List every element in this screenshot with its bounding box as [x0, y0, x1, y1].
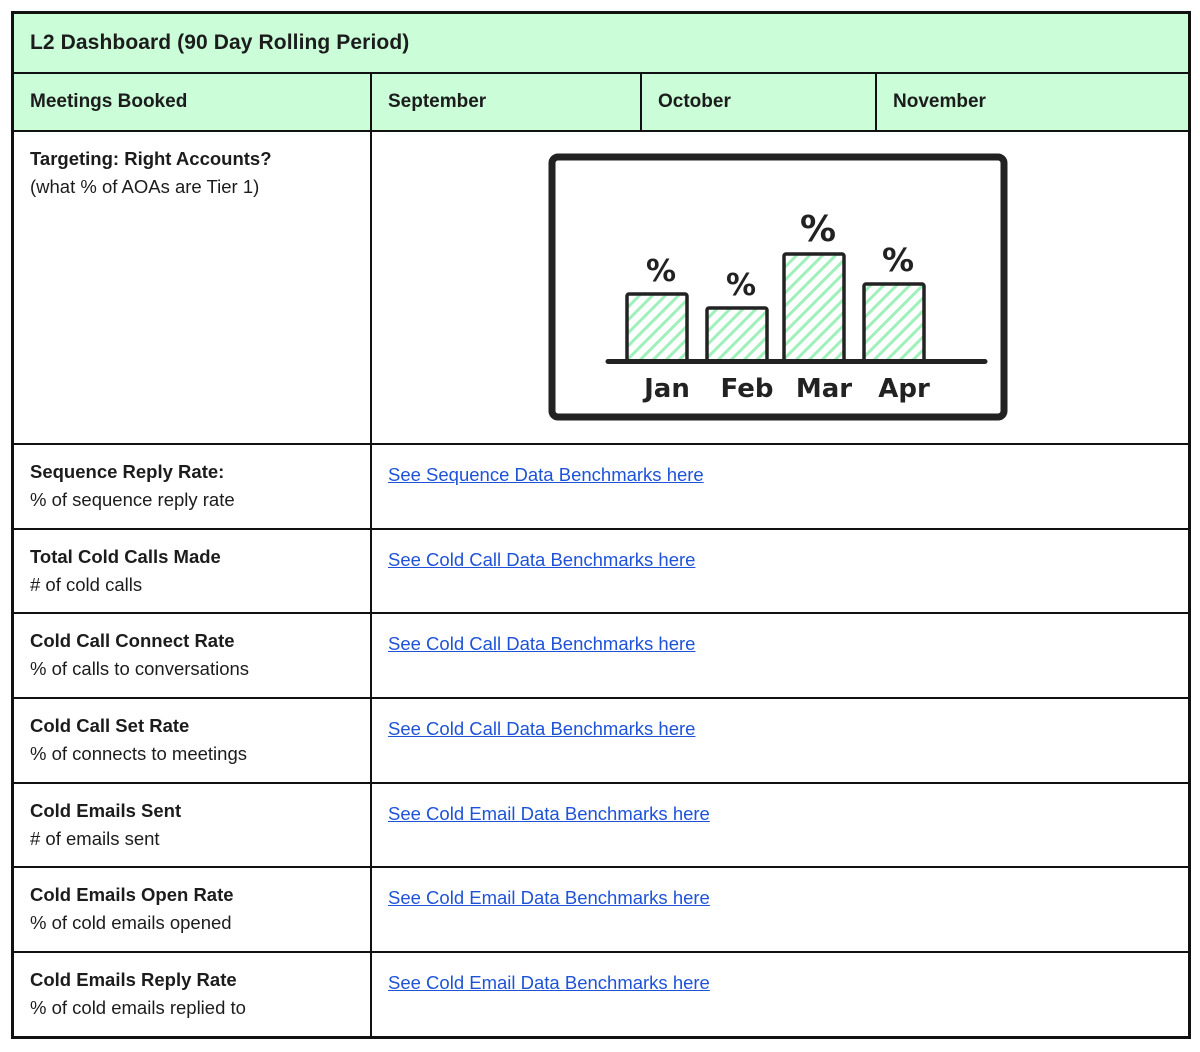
- header-month-september: September: [370, 72, 642, 132]
- chart-bars: %%%%: [625, 209, 926, 363]
- metric-description: % of cold emails replied to: [30, 997, 246, 1018]
- metric-description: % of cold emails opened: [30, 912, 232, 933]
- row-label-cell: Cold Emails Open Rate % of cold emails o…: [12, 866, 372, 953]
- benchmark-link[interactable]: See Cold Email Data Benchmarks here: [388, 887, 710, 908]
- bar-value-label: %: [646, 254, 676, 289]
- row-content-cell: See Sequence Data Benchmarks here: [369, 443, 1191, 530]
- row-content-cell: See Cold Call Data Benchmarks here: [369, 697, 1191, 784]
- table-row-targeting: Targeting: Right Accounts? (what % of AO…: [12, 130, 1191, 445]
- table-row: Cold Call Set Rate % of connects to meet…: [12, 697, 1191, 784]
- metric-description: # of cold calls: [30, 574, 143, 595]
- table-row: Cold Emails Open Rate % of cold emails o…: [12, 866, 1191, 953]
- row-label-cell: Cold Emails Reply Rate % of cold emails …: [12, 951, 372, 1038]
- metric-name: Total Cold Calls Made: [30, 546, 221, 567]
- x-tick-label: Feb: [721, 374, 774, 404]
- row-content-cell: %%%% Jan Feb Mar Apr: [369, 130, 1191, 445]
- bar-mar: [782, 252, 846, 363]
- metric-name: Cold Emails Open Rate: [30, 884, 234, 905]
- row-label-cell: Cold Emails Sent # of emails sent: [12, 782, 372, 868]
- benchmark-link[interactable]: See Cold Email Data Benchmarks here: [388, 972, 710, 993]
- bar-value-label: %: [800, 209, 836, 250]
- benchmark-link[interactable]: See Sequence Data Benchmarks here: [388, 464, 704, 485]
- metric-name: Cold Emails Sent: [30, 800, 182, 821]
- bar-apr: [862, 282, 926, 363]
- metric-name: Targeting: Right Accounts?: [30, 148, 272, 169]
- x-tick-label: Apr: [878, 374, 930, 404]
- targeting-chart: %%%% Jan Feb Mar Apr: [548, 153, 1008, 421]
- row-content-cell: See Cold Email Data Benchmarks here: [369, 951, 1191, 1038]
- targeting-bar-chart: %%%% Jan Feb Mar Apr: [548, 153, 1008, 421]
- metric-description: (what % of AOAs are Tier 1): [30, 176, 260, 197]
- table-row: Cold Emails Sent # of emails sent See Co…: [12, 782, 1191, 868]
- column-header-row: Meetings Booked September October Novemb…: [12, 72, 1191, 132]
- benchmark-link[interactable]: See Cold Call Data Benchmarks here: [388, 633, 696, 654]
- table-row: Cold Emails Reply Rate % of cold emails …: [12, 951, 1191, 1038]
- row-label-cell: Sequence Reply Rate: % of sequence reply…: [12, 443, 372, 530]
- header-meetings-booked: Meetings Booked: [12, 72, 372, 132]
- header-month-october: October: [640, 72, 877, 132]
- benchmark-link[interactable]: See Cold Call Data Benchmarks here: [388, 549, 696, 570]
- row-label-cell: Targeting: Right Accounts? (what % of AO…: [12, 130, 372, 445]
- bar-value-label: %: [726, 268, 756, 303]
- chart-x-labels: Jan Feb Mar Apr: [642, 374, 930, 404]
- bar-feb: [705, 306, 769, 363]
- metric-name: Cold Call Connect Rate: [30, 630, 235, 651]
- metric-description: % of calls to conversations: [30, 658, 250, 679]
- row-content-cell: See Cold Email Data Benchmarks here: [369, 866, 1191, 953]
- table-row: Total Cold Calls Made # of cold calls Se…: [12, 528, 1191, 614]
- row-content-cell: See Cold Call Data Benchmarks here: [369, 612, 1191, 699]
- row-content-cell: See Cold Email Data Benchmarks here: [369, 782, 1191, 868]
- metric-name: Cold Emails Reply Rate: [30, 969, 237, 990]
- metric-description: # of emails sent: [30, 828, 160, 849]
- row-label-cell: Cold Call Set Rate % of connects to meet…: [12, 697, 372, 784]
- x-tick-label: Jan: [642, 374, 690, 404]
- benchmark-link[interactable]: See Cold Call Data Benchmarks here: [388, 718, 696, 739]
- metric-name: Cold Call Set Rate: [30, 715, 190, 736]
- l2-dashboard-table: L2 Dashboard (90 Day Rolling Period) Mee…: [11, 12, 1191, 1038]
- header-month-november: November: [874, 72, 1191, 132]
- x-tick-label: Mar: [796, 374, 852, 404]
- bar-jan: [625, 292, 689, 363]
- title-row: L2 Dashboard (90 Day Rolling Period): [11, 12, 1191, 74]
- metric-description: % of sequence reply rate: [30, 489, 235, 510]
- row-content-cell: See Cold Call Data Benchmarks here: [369, 528, 1191, 614]
- metric-description: % of connects to meetings: [30, 743, 247, 764]
- bar-value-label: %: [882, 241, 914, 279]
- row-label-cell: Cold Call Connect Rate % of calls to con…: [12, 612, 372, 699]
- table-row: Cold Call Connect Rate % of calls to con…: [12, 612, 1191, 699]
- benchmark-link[interactable]: See Cold Email Data Benchmarks here: [388, 803, 710, 824]
- row-label-cell: Total Cold Calls Made # of cold calls: [12, 528, 372, 614]
- table-row: Sequence Reply Rate: % of sequence reply…: [12, 443, 1191, 530]
- chart-frame: [548, 153, 1008, 421]
- metric-name: Sequence Reply Rate:: [30, 461, 225, 482]
- page-title: L2 Dashboard (90 Day Rolling Period): [11, 12, 1191, 74]
